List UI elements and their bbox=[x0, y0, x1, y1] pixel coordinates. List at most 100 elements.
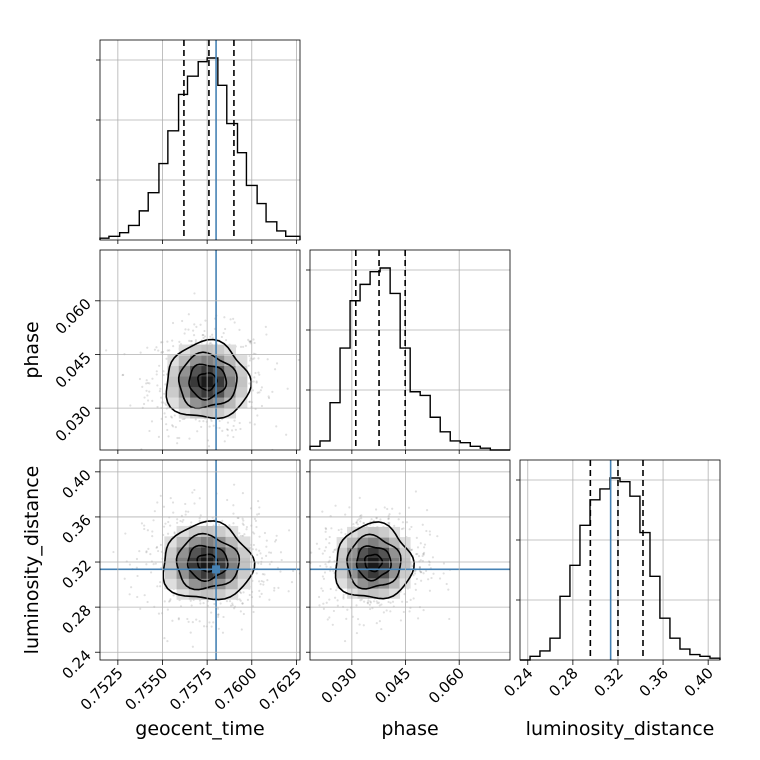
scatter-point bbox=[157, 349, 160, 352]
scatter-point bbox=[275, 362, 279, 365]
scatter-point bbox=[372, 600, 376, 603]
scatter-point bbox=[265, 545, 268, 548]
scatter-point bbox=[247, 338, 250, 341]
scatter-point bbox=[252, 610, 255, 614]
density-bin bbox=[224, 376, 237, 388]
scatter-point bbox=[145, 550, 148, 553]
scatter-point bbox=[303, 520, 305, 522]
density-bin bbox=[178, 407, 191, 419]
scatter-point bbox=[232, 522, 235, 525]
scatter-point bbox=[192, 329, 195, 332]
density-bin bbox=[389, 537, 401, 548]
density-bin bbox=[213, 557, 226, 569]
scatter-point bbox=[152, 563, 155, 566]
scatter-point bbox=[375, 600, 378, 603]
scatter-point bbox=[228, 524, 231, 527]
scatter-point bbox=[285, 433, 288, 436]
scatter-point bbox=[246, 598, 250, 601]
density-bin bbox=[212, 397, 225, 409]
density-bin bbox=[347, 557, 359, 569]
scatter-point bbox=[253, 423, 256, 426]
scatter-point bbox=[136, 595, 139, 599]
scatter-point bbox=[241, 491, 245, 495]
scatter-point bbox=[239, 345, 243, 348]
scatter-point bbox=[163, 637, 166, 640]
y-tick-label: 0.060 bbox=[52, 295, 95, 338]
scatter-point bbox=[415, 553, 418, 556]
scatter-point bbox=[431, 556, 435, 559]
contour-line bbox=[355, 545, 392, 582]
scatter-point bbox=[387, 517, 390, 520]
scatter-point bbox=[315, 542, 319, 545]
density-bin bbox=[212, 376, 225, 388]
scatter-point bbox=[420, 579, 423, 582]
scatter-point bbox=[367, 599, 370, 602]
density-bin bbox=[378, 577, 390, 589]
scatter-point bbox=[332, 609, 336, 613]
scatter-point bbox=[187, 620, 190, 623]
scatter-point bbox=[201, 457, 203, 459]
density-bin bbox=[178, 376, 191, 388]
density-bin bbox=[224, 365, 237, 377]
scatter-point bbox=[416, 617, 420, 620]
scatter-point bbox=[317, 595, 321, 599]
scatter-point bbox=[211, 336, 214, 339]
scatter-point bbox=[229, 318, 232, 321]
density-bin bbox=[167, 365, 180, 377]
scatter-point bbox=[242, 523, 245, 527]
scatter-point bbox=[225, 600, 229, 603]
scatter-point bbox=[158, 390, 161, 393]
scatter-point bbox=[442, 562, 446, 565]
density-bin bbox=[389, 577, 401, 589]
scatter-point bbox=[335, 589, 338, 592]
scatter-point bbox=[155, 373, 158, 376]
scatter-point bbox=[263, 573, 266, 576]
scatter-point bbox=[225, 428, 229, 431]
scatter-point bbox=[221, 631, 225, 634]
scatter-point bbox=[149, 553, 152, 556]
scatter-point bbox=[432, 572, 435, 575]
density-bin bbox=[190, 365, 202, 377]
density-bin bbox=[213, 588, 226, 600]
grid-lines bbox=[100, 460, 300, 660]
scatter-point bbox=[249, 342, 252, 345]
scatter-point bbox=[158, 364, 161, 367]
scatter-point bbox=[342, 595, 345, 599]
density-bin bbox=[357, 537, 369, 548]
scatter-point bbox=[150, 420, 154, 423]
scatter-point bbox=[128, 563, 132, 566]
scatter-point bbox=[153, 348, 157, 351]
scatter-point bbox=[405, 521, 409, 524]
scatter-point bbox=[152, 519, 155, 522]
scatter-point bbox=[123, 577, 126, 580]
scatter-point bbox=[362, 522, 366, 525]
scatter-point bbox=[318, 547, 321, 550]
scatter-point bbox=[418, 565, 422, 569]
contour-line bbox=[197, 372, 218, 392]
scatter-point bbox=[156, 405, 159, 409]
scatter-point bbox=[173, 414, 176, 417]
scatter-point bbox=[323, 549, 326, 552]
scatter-point bbox=[174, 426, 177, 429]
scatter-point bbox=[337, 528, 340, 532]
scatter-point bbox=[203, 329, 206, 333]
density-bin bbox=[357, 567, 369, 579]
scatter-point bbox=[328, 542, 331, 545]
scatter-point bbox=[112, 550, 115, 554]
x-tick-label: 0.32 bbox=[590, 664, 626, 700]
scatter-point bbox=[359, 520, 362, 523]
scatter-point bbox=[140, 522, 144, 525]
panel-frame bbox=[519, 459, 721, 661]
scatter-point bbox=[253, 341, 256, 345]
scatter-point bbox=[202, 419, 205, 423]
scatter-point bbox=[342, 593, 345, 597]
scatter-point bbox=[143, 396, 146, 399]
scatter-point bbox=[148, 382, 151, 385]
density-bin bbox=[336, 567, 348, 579]
scatter-point bbox=[359, 514, 362, 518]
scatter-point bbox=[324, 527, 327, 530]
scatter-point bbox=[256, 391, 259, 394]
scatter-point bbox=[217, 613, 220, 616]
scatter-point bbox=[230, 429, 234, 432]
